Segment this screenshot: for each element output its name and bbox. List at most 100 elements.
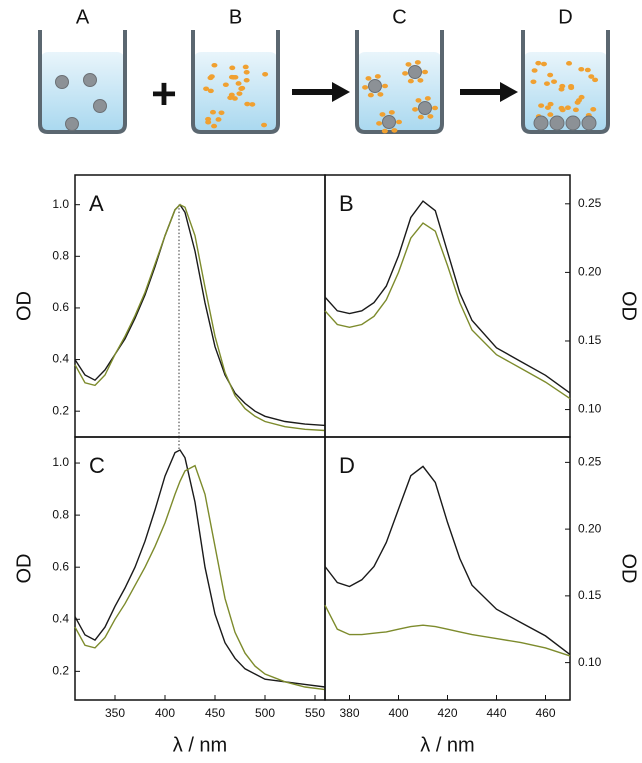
particle	[559, 107, 566, 113]
y-tick-label: 0.2	[52, 403, 69, 417]
particle	[207, 88, 214, 94]
particle	[391, 128, 398, 133]
particle	[229, 65, 236, 71]
x-tick-label: 550	[305, 706, 325, 720]
particle	[566, 61, 573, 66]
particle	[559, 83, 566, 89]
particle	[424, 96, 431, 101]
y-axis-label: OD	[618, 291, 640, 321]
x-tick-label: 400	[388, 706, 408, 720]
particle	[568, 85, 575, 91]
particle	[388, 110, 395, 115]
y-tick-label: 1.0	[52, 455, 69, 469]
particle	[231, 96, 238, 101]
particle	[417, 114, 424, 120]
particle	[376, 121, 383, 126]
particle	[538, 103, 545, 108]
particle	[211, 62, 218, 68]
particle	[215, 117, 222, 122]
particle	[575, 98, 582, 103]
particle	[422, 69, 428, 75]
particle	[211, 123, 218, 129]
particle	[544, 105, 551, 110]
series-line	[74, 464, 326, 691]
particle	[535, 60, 542, 66]
y-tick-label: 0.4	[52, 611, 69, 625]
y-axis-label: OD	[13, 291, 35, 321]
particle	[83, 73, 97, 87]
series-line	[324, 200, 571, 394]
beaker	[38, 30, 127, 134]
y-tick-label: 0.20	[578, 265, 602, 279]
series-line	[324, 222, 571, 400]
panel: 0.2 0.4 0.6 0.8 1.0 A OD	[13, 174, 326, 438]
particle	[382, 83, 388, 89]
particle	[242, 64, 249, 70]
panel: 0.10 0.15 0.20 0.25 B OD	[324, 174, 640, 438]
plot-frame	[324, 174, 571, 438]
particle	[540, 61, 547, 67]
particle	[243, 69, 250, 75]
y-tick-label: 0.2	[52, 664, 69, 678]
particle	[65, 117, 79, 131]
particle	[362, 85, 369, 90]
y-tick-label: 0.15	[578, 333, 602, 347]
particle	[396, 119, 402, 125]
x-tick-label: 350	[105, 706, 125, 720]
particle	[551, 79, 558, 84]
particle	[236, 91, 243, 96]
particle	[243, 77, 250, 83]
particle	[235, 81, 242, 86]
particle	[382, 115, 396, 129]
panel-label: C	[89, 453, 105, 478]
particle	[578, 66, 585, 72]
beaker-label: D	[558, 6, 572, 28]
x-axis-label: λ / nm	[173, 734, 227, 756]
particle	[547, 112, 554, 117]
series-line	[74, 449, 326, 688]
panel: 0.2 0.4 0.6 0.8 1.0 350 400 450 500 550 C OD λ / nm	[13, 436, 326, 756]
particle	[209, 109, 216, 115]
particle	[244, 101, 251, 107]
particle	[261, 122, 268, 128]
plus: +	[151, 70, 177, 119]
y-axis-label: OD	[13, 554, 35, 584]
particle	[205, 119, 212, 125]
particle	[227, 95, 234, 101]
plot-frame	[74, 436, 326, 701]
particle	[592, 77, 599, 83]
particle	[402, 71, 409, 76]
x-tick-label: 500	[255, 706, 275, 720]
particle	[377, 92, 384, 97]
y-tick-label: 0.15	[578, 588, 602, 602]
y-tick-label: 0.6	[52, 559, 69, 573]
particle	[367, 92, 374, 98]
sediment	[581, 115, 597, 131]
beaker-label: C	[392, 6, 406, 28]
panel-label: A	[89, 191, 104, 216]
particle	[379, 112, 386, 117]
particle	[427, 114, 434, 119]
particle	[588, 74, 595, 79]
x-tick-label: 380	[339, 706, 359, 720]
particle	[208, 74, 215, 79]
y-tick-label: 0.25	[578, 455, 602, 469]
y-tick-label: 1.0	[52, 197, 69, 211]
plot-frame	[74, 174, 326, 438]
x-tick-label: 400	[155, 706, 175, 720]
panel-label: D	[339, 453, 355, 478]
x-tick-label: 440	[486, 706, 506, 720]
particle	[530, 79, 537, 85]
particle	[93, 99, 107, 113]
particle	[543, 81, 550, 86]
y-tick-label: 0.6	[52, 300, 69, 314]
particle	[432, 105, 438, 111]
particle	[374, 74, 381, 79]
beaker-label: A	[76, 6, 90, 28]
particle	[368, 79, 382, 93]
particle	[590, 107, 597, 112]
beaker	[191, 30, 280, 134]
y-tick-label: 0.25	[578, 196, 602, 210]
particle	[418, 101, 432, 115]
